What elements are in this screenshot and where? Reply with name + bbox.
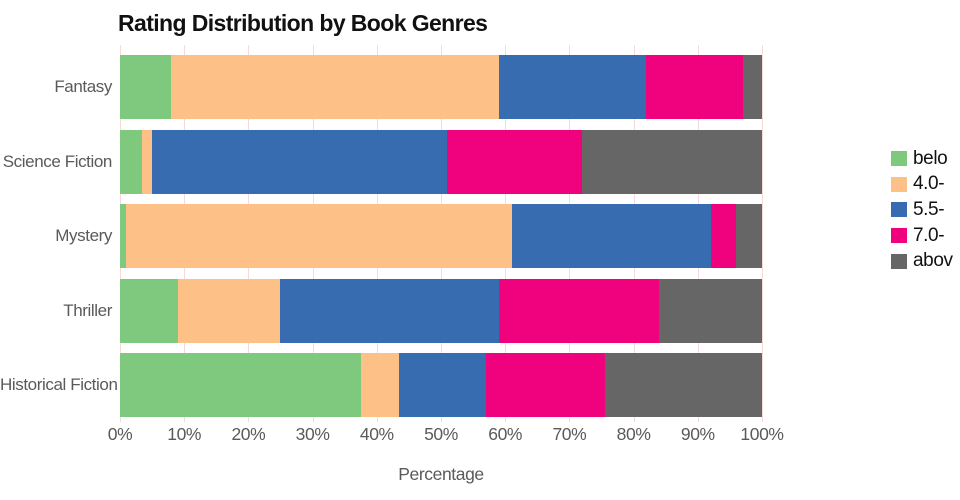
y-axis-label: Historical Fiction <box>0 375 118 394</box>
legend-swatch-icon <box>891 253 907 269</box>
bar-segment[interactable] <box>126 204 512 268</box>
bar-segment[interactable] <box>604 353 762 417</box>
legend-item[interactable]: 5.5- <box>891 197 953 223</box>
x-tick-label: 90% <box>680 424 715 444</box>
legend-item[interactable]: belo <box>891 146 953 172</box>
axis-tick <box>505 417 506 422</box>
x-tick-label: 20% <box>231 424 266 444</box>
legend-swatch-icon <box>891 151 907 167</box>
chart-title: Rating Distribution by Book Genres <box>118 10 488 36</box>
bar-segment[interactable] <box>498 278 660 343</box>
bar-segment[interactable] <box>511 204 711 268</box>
x-tick-label: 10% <box>167 424 202 444</box>
legend-swatch-icon <box>891 228 907 244</box>
legend-label: belo <box>913 147 948 169</box>
x-tick-label: 40% <box>359 424 394 444</box>
bar-row <box>120 353 762 417</box>
x-tick-label: 70% <box>552 424 587 444</box>
x-tick-label: 0% <box>107 424 133 444</box>
bar-segment[interactable] <box>742 55 762 119</box>
legend-label: 7.0- <box>913 224 945 246</box>
legend-label: 5.5- <box>913 198 945 220</box>
axis-tick <box>377 417 378 422</box>
plot-area <box>120 45 763 422</box>
bar-segment[interactable] <box>498 55 647 119</box>
legend-swatch-icon <box>891 202 907 218</box>
x-tick-label: 100% <box>740 424 784 444</box>
x-tick-label: 30% <box>295 424 330 444</box>
legend-swatch-icon <box>891 176 907 192</box>
bar-segment[interactable] <box>646 55 743 119</box>
bar-segment[interactable] <box>120 353 361 417</box>
bar-segment[interactable] <box>120 129 143 194</box>
legend-item[interactable]: 7.0- <box>891 223 953 249</box>
bar-segment[interactable] <box>360 353 400 417</box>
y-axis-label: Fantasy <box>54 77 112 96</box>
x-tick-label: 60% <box>488 424 523 444</box>
legend: belo 4.0- 5.5- 7.0- abov <box>891 146 953 274</box>
bar-segment[interactable] <box>120 204 127 268</box>
bar-segment[interactable] <box>485 353 605 417</box>
bar-segment[interactable] <box>171 55 499 119</box>
bar-segment[interactable] <box>142 129 153 194</box>
axis-tick <box>569 417 570 422</box>
bar-segment[interactable] <box>120 55 172 119</box>
y-axis-label: Thriller <box>63 300 112 320</box>
axis-tick <box>441 417 442 422</box>
legend-item[interactable]: 4.0- <box>891 172 953 198</box>
x-tick-label: 50% <box>424 424 458 444</box>
axis-tick <box>120 417 121 422</box>
bar-row <box>120 204 762 268</box>
axis-tick <box>762 417 763 422</box>
gridline <box>762 45 763 417</box>
bar-segment[interactable] <box>280 278 499 343</box>
axis-tick <box>184 417 185 422</box>
bar-segment[interactable] <box>447 129 583 194</box>
x-axis-title: Percentage <box>398 464 484 484</box>
bar-segment[interactable] <box>659 278 762 343</box>
legend-item[interactable]: abov <box>891 248 953 274</box>
bar-segment[interactable] <box>399 353 486 417</box>
y-axis-label: Mystery <box>55 226 112 245</box>
bar-segment[interactable] <box>120 278 178 343</box>
bar-row <box>120 278 762 343</box>
y-axis-label: Science Fiction <box>2 151 113 171</box>
bar-segment[interactable] <box>582 129 762 194</box>
bar-segment[interactable] <box>736 204 762 268</box>
legend-label: 4.0- <box>913 173 945 195</box>
axis-tick <box>248 417 249 422</box>
bar-row <box>120 55 762 119</box>
axis-tick <box>698 417 699 422</box>
bar-segment[interactable] <box>710 204 737 268</box>
axis-tick <box>634 417 635 422</box>
bar-row <box>120 129 762 194</box>
axis-tick <box>313 417 314 422</box>
bar-segment[interactable] <box>152 129 448 194</box>
bar-segment[interactable] <box>177 278 281 343</box>
x-tick-label: 80% <box>616 424 651 444</box>
legend-label: abov <box>913 250 953 272</box>
